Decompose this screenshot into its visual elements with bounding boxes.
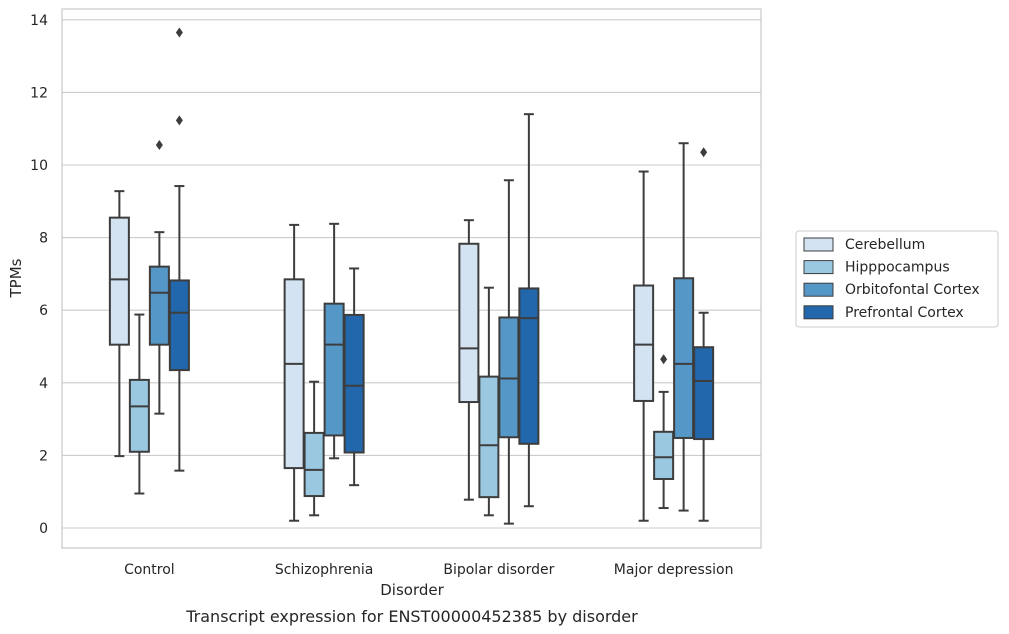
- legend-swatch: [803, 305, 834, 320]
- legend-swatch: [803, 237, 834, 252]
- outlier-point: [660, 354, 668, 365]
- box-body: [108, 216, 130, 346]
- box-body: [653, 430, 675, 480]
- box-body: [478, 375, 500, 499]
- y-tick-label: 4: [39, 376, 48, 392]
- box-2-0: [458, 219, 480, 501]
- x-tick-label: Control: [124, 562, 175, 578]
- legend-label: Cerebellum: [845, 237, 925, 253]
- legend: Cerebellum Hipppocampus Orbitofontal Corte…: [795, 230, 999, 328]
- y-tick-label: 2: [39, 448, 48, 464]
- box-0-0: [108, 190, 130, 458]
- legend-frame: [795, 230, 999, 328]
- box-3-3: [693, 147, 715, 522]
- box-body: [633, 284, 655, 402]
- outlier-point: [155, 140, 163, 151]
- box-0-2: [148, 140, 170, 415]
- box-2-1: [478, 286, 500, 517]
- box-body: [148, 265, 170, 346]
- x-tick-labels: Control Schizophrenia Bipolar disorder Majo…: [124, 562, 733, 578]
- legend-label: Orbitofontal Cortex: [845, 282, 980, 298]
- box-0-3: [168, 27, 190, 472]
- legend-swatch: [803, 260, 834, 275]
- box-body: [693, 346, 715, 441]
- box-body: [128, 378, 150, 453]
- box-body: [168, 279, 190, 372]
- y-tick-label: 12: [30, 85, 48, 101]
- box-0-1: [128, 313, 150, 495]
- y-axis-label: TPMs: [7, 258, 25, 298]
- outlier-point: [700, 147, 708, 158]
- box-1-0: [283, 223, 305, 522]
- box-groups: [108, 27, 715, 525]
- chart-caption: Transcript expression for ENST0000045238…: [185, 607, 638, 626]
- y-tick-label: 0: [39, 521, 48, 537]
- box-1-2: [323, 222, 345, 460]
- box-body: [323, 302, 345, 437]
- legend-swatch: [803, 282, 834, 297]
- box-body: [303, 431, 325, 498]
- y-tick-label: 8: [39, 231, 48, 247]
- box-body: [498, 316, 520, 439]
- plot-frame: [61, 8, 762, 549]
- box-body: [458, 242, 480, 404]
- y-tick-label: 10: [30, 158, 48, 174]
- box-3-0: [633, 170, 655, 522]
- y-tick-labels: 0 2 4 6 8 10 12 14: [30, 13, 48, 537]
- box-3-1: [653, 354, 675, 510]
- x-tick-label: Schizophrenia: [275, 562, 373, 578]
- box-2-3: [518, 113, 540, 508]
- legend-label: Prefrontal Cortex: [845, 305, 964, 321]
- box-body: [673, 277, 695, 439]
- outlier-point: [175, 27, 183, 38]
- legend-label: Hipppocampus: [845, 260, 950, 276]
- box-1-3: [343, 267, 365, 487]
- x-axis-label: Disorder: [380, 581, 444, 599]
- outlier-point: [175, 115, 183, 126]
- box-body: [518, 287, 540, 445]
- box-1-1: [303, 380, 325, 517]
- x-tick-label: Bipolar disorder: [443, 562, 554, 578]
- box-body: [283, 278, 305, 470]
- y-tick-label: 6: [39, 303, 48, 319]
- x-tick-label: Major depression: [614, 562, 734, 578]
- y-tick-label: 14: [30, 13, 48, 29]
- box-body: [343, 313, 365, 454]
